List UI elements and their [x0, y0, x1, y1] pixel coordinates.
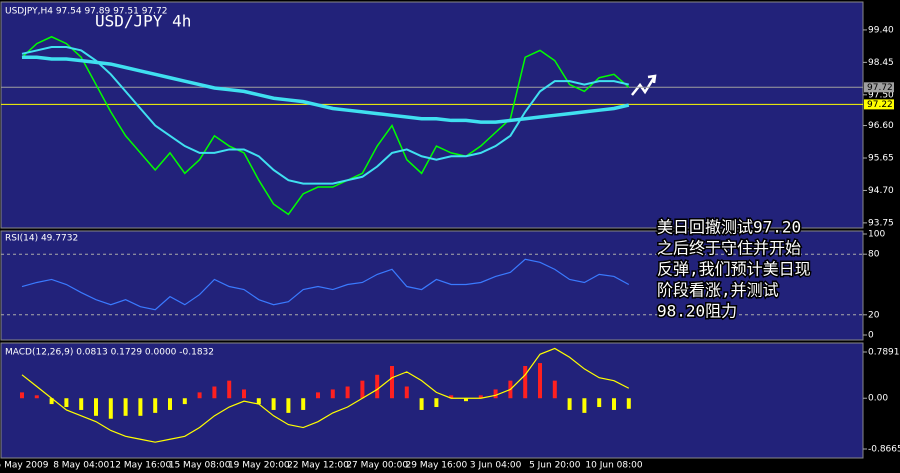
level-tag	[864, 82, 894, 93]
bar	[567, 398, 572, 410]
x-tick-label: 12 May 16:00	[110, 461, 172, 471]
bar	[523, 366, 528, 399]
bar	[375, 374, 380, 399]
arrow	[631, 74, 657, 96]
annotation: 之后终于守住并开始	[657, 239, 801, 258]
x-tick-label: 29 May 16:00	[406, 461, 468, 471]
macd-panel	[0, 342, 864, 459]
y-tick-label: 80	[868, 250, 880, 260]
y-tick-label: 93.75	[868, 218, 894, 228]
bar	[197, 392, 202, 399]
x-tick-label: 22 May 12:00	[287, 461, 349, 471]
bar	[242, 389, 246, 399]
bar	[316, 392, 320, 399]
bar	[582, 398, 587, 413]
bar	[419, 398, 424, 410]
y-tick-label: 98.45	[868, 58, 894, 68]
bar	[404, 386, 409, 399]
bar	[597, 398, 602, 408]
x-tick-label: 5 May 2009	[0, 461, 49, 471]
bar	[182, 398, 187, 405]
bar	[478, 395, 483, 399]
x-tick-label: 19 May 20:00	[228, 461, 290, 471]
y-tick-label: 95.65	[868, 153, 894, 163]
bar	[79, 398, 84, 410]
annotation: 98.20阻力	[657, 302, 737, 321]
series-line	[22, 55, 630, 124]
bar	[271, 398, 276, 410]
rsi-panel	[0, 230, 864, 341]
x-tick-label: 5 Jun 20:00	[529, 461, 581, 471]
annotation: 阶段看涨,并测试	[657, 281, 779, 300]
series-line	[21, 258, 630, 311]
x-tick-label: 3 Jun 04:00	[470, 461, 522, 471]
bar	[493, 389, 498, 399]
bar	[20, 392, 24, 399]
level-tag	[864, 99, 894, 110]
bar	[330, 389, 335, 399]
bar	[64, 398, 69, 408]
y-tick-label: -0.8665	[868, 445, 900, 455]
y-tick-label: 0.7891	[868, 348, 900, 358]
bar	[123, 398, 128, 416]
rsi-title: RSI(14) 49.7732	[5, 234, 78, 244]
symbol-label: USD/JPY 4h	[95, 12, 191, 31]
bar	[94, 398, 98, 416]
x-tick-label: 15 May 08:00	[169, 461, 231, 471]
bar	[168, 398, 172, 410]
y-tick-label: 97.50	[868, 90, 894, 100]
bar	[301, 398, 306, 410]
x-tick-label: 27 May 00:00	[346, 461, 408, 471]
price-title: USDJPY,H4 97.54 97.89 97.51 97.72	[5, 7, 167, 17]
bar	[153, 398, 158, 413]
bar	[360, 380, 365, 399]
annotation: 反弹,我们预计美日现	[657, 260, 811, 279]
y-tick-label: 100	[868, 230, 885, 240]
bar	[227, 380, 232, 399]
bar	[256, 398, 261, 405]
series-line	[21, 46, 630, 185]
y-tick-label: 96.60	[868, 121, 894, 131]
y-tick-label: 99.40	[868, 25, 894, 35]
y-tick-label: 0	[868, 331, 874, 341]
bar	[212, 386, 217, 399]
bar	[138, 398, 143, 416]
bar	[345, 386, 350, 399]
bar	[434, 398, 439, 408]
bar	[449, 395, 454, 399]
bar	[464, 398, 468, 402]
bar	[538, 363, 542, 399]
price-panel	[0, 1, 864, 229]
bar	[552, 380, 557, 399]
y-tick-label: 94.70	[868, 186, 894, 196]
bar	[390, 366, 394, 399]
macd-title: MACD(12,26,9) 0.0813 0.1729 0.0000 -0.18…	[5, 348, 214, 358]
x-tick-label: 8 May 04:00	[53, 461, 109, 471]
annotation: 美日回撤测试97.20	[657, 218, 801, 237]
bar	[108, 398, 113, 419]
bar	[612, 398, 616, 410]
x-tick-label: 10 Jun 08:00	[585, 461, 642, 471]
level-label: 97.22	[867, 100, 893, 110]
y-tick-label: 0.00	[868, 394, 888, 404]
bar	[626, 398, 631, 409]
bar	[49, 398, 54, 405]
series-line	[21, 347, 630, 443]
bar	[34, 395, 39, 399]
y-tick-label: 20	[868, 310, 880, 320]
series-line	[21, 35, 630, 216]
bar	[286, 398, 291, 413]
level-label: 97.72	[867, 83, 893, 93]
